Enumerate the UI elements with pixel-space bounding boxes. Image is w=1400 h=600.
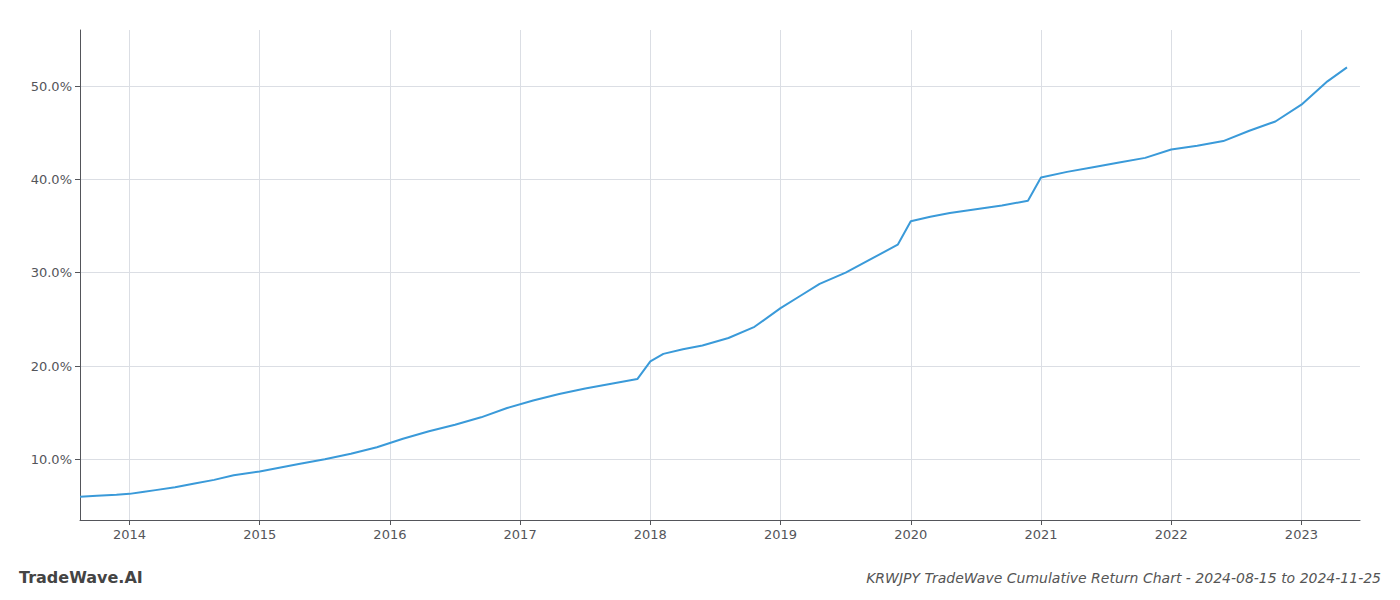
svg-text:2022: 2022 <box>1155 527 1188 542</box>
svg-text:2023: 2023 <box>1285 527 1318 542</box>
svg-text:TradeWave.AI: TradeWave.AI <box>19 568 143 587</box>
svg-text:2015: 2015 <box>243 527 276 542</box>
svg-text:40.0%: 40.0% <box>31 172 72 187</box>
svg-text:10.0%: 10.0% <box>31 452 72 467</box>
svg-text:2016: 2016 <box>373 527 406 542</box>
svg-text:2014: 2014 <box>113 527 146 542</box>
svg-text:2020: 2020 <box>894 527 927 542</box>
svg-text:2018: 2018 <box>634 527 667 542</box>
svg-text:2021: 2021 <box>1024 527 1057 542</box>
svg-text:2017: 2017 <box>504 527 537 542</box>
svg-text:30.0%: 30.0% <box>31 265 72 280</box>
svg-text:2019: 2019 <box>764 527 797 542</box>
svg-text:50.0%: 50.0% <box>31 79 72 94</box>
svg-text:20.0%: 20.0% <box>31 359 72 374</box>
svg-text:KRWJPY TradeWave Cumulative Re: KRWJPY TradeWave Cumulative Return Chart… <box>866 570 1381 586</box>
